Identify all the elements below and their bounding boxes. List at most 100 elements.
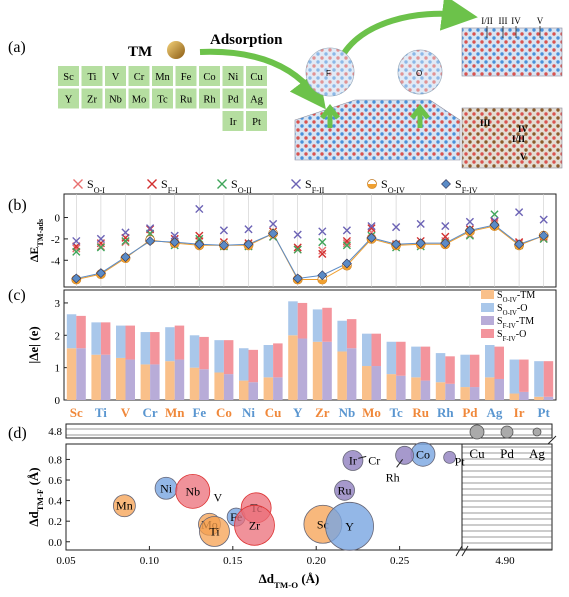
inset-bubble-Ag [532,427,542,437]
inset-bubble-Pd [500,425,514,439]
panel-d-ytick-label: 0.8 [48,454,62,466]
legend-label-o4: SO-IV [381,177,405,195]
element-label-V: V [121,405,131,420]
tm-label: TM [128,44,152,60]
panel-b-point-o2 [72,247,81,256]
bubble-label-Co: Co [416,447,430,461]
panel-b-point-f4 [218,240,229,251]
bar-sf4-o [248,349,258,383]
bar-sf4-tm [297,338,308,400]
panel-b-point-f2 [121,228,130,237]
table-cell-Ti [81,66,103,86]
bubble-label-Mn: Mn [116,499,133,513]
panel-c-legend-swatch [481,316,494,325]
panel-b-point-f2 [269,219,278,229]
panel-d-top-strip [65,423,553,439]
panel-b-point-f4 [120,252,131,262]
panel-d: (d) 0.05 0.10 0.15 0.20 0.25 4.90 0.0 0.2 0.4 0.6… [8,423,557,590]
bar-sf4-o [100,322,111,355]
table-cell-Co [199,66,220,86]
bar-so4-o [165,327,175,362]
element-label-Ru: Ru [412,405,429,420]
panel-b-point-f2 [170,231,179,240]
table-cell-Ir [222,111,244,131]
panel-b-point-o2 [96,243,105,252]
side-view-arrow [337,0,478,62]
panel-b-point-f4 [538,230,549,241]
bar-sf4-tm [371,366,381,400]
table-cell-label-V: V [112,72,120,83]
panel-d-xtick-label: 0.05 [56,555,76,567]
bar-so4-o [534,361,544,397]
inset-label-Ag: Ag [529,446,545,461]
bar-so4-tm [460,387,470,400]
panel-b-point-f2 [342,226,351,235]
site-f-label: F [326,69,331,78]
panel-b-point-f1 [195,231,204,240]
element-label-Mo: Mo [362,405,381,420]
bubble-label-Ru: Ru [338,483,352,497]
bar-sf4-tm [174,359,185,400]
bubble-Ru [334,479,355,501]
bar-so4-o [288,301,298,336]
element-label-Ni: Ni [242,405,255,420]
bar-so4-tm [288,335,298,400]
bar-sf4-tm [469,387,480,400]
panel-c-x-labels: Sc Ti V Cr Mn Fe Co Ni Cu Y Zr Nb Mo Tc Ru Rh Pd Ag Ir Pt [70,405,551,420]
bar-sf4-tm [445,383,455,400]
bar-sf4-tm [76,348,86,400]
element-label-Ag: Ag [487,405,503,420]
layer-label-2: IV [511,16,521,26]
panel-b-point-f4 [341,258,352,269]
bar-so4-tm [386,374,397,400]
panel-b-point-f4 [440,238,451,249]
bar-sf4-o [150,332,160,365]
panel-c: (c) 0 1 2 3 |Δe| (e) SO-IV-TMSO-IV-OSF-IV-TM… [8,287,557,420]
legend-label-f2: SF-II [305,177,325,195]
bar-so4-tm [411,377,421,400]
bar-sf4-o [445,356,455,384]
layer-label-3: V [537,16,544,26]
bar-sf4-tm [150,364,160,400]
bar-sf4-tm [199,369,209,400]
bar-sf4-tm [322,341,332,400]
panel-b-point-f4 [243,239,254,250]
element-label-Nb: Nb [339,405,356,420]
bar-so4-tm [140,364,151,400]
panel-a: (a) TM Adsorption Sc Ti V Cr Mn Fe Co Ni Cu Y Zr Nb… [8,0,563,169]
side-label-3: V [520,152,527,162]
table-cell-label-Rh: Rh [203,95,216,106]
bar-sf4-o [494,346,504,379]
panel-b-point-f2 [539,215,548,224]
layer-label-1: III [499,16,508,26]
table-cell-Ni [222,66,244,86]
bar-so4-tm [534,396,544,400]
bar-so4-o [312,309,323,342]
bubble-label-Rh: Rh [386,470,400,484]
table-cell-Ru [175,88,197,109]
bubble-label-Ir: Ir [349,453,357,467]
bubble-label-Cr: Cr [368,453,380,467]
bar-so4-tm [189,367,200,400]
element-label-Cu: Cu [265,405,282,420]
bubble-label-Nb: Nb [185,484,200,498]
panel-b-point-f4 [514,239,525,250]
panel-d-ytick-label: 0.6 [48,475,62,487]
panel-d-xlabel: ΔdTM-O (Å) [259,571,320,590]
bar-sf4-o [346,319,357,349]
table-cell-label-Tc: Tc [157,95,168,106]
side-label-2: I/II [512,134,526,144]
table-cell-Rh [199,88,220,109]
panel-b-point-f1 [441,232,450,241]
panel-b-frame [63,193,557,288]
bar-sf4-o [273,343,283,378]
panel-a-label: (a) [8,39,26,56]
bar-sf4-tm [346,348,357,400]
table-cell-label-Sc: Sc [63,72,74,83]
table-cell-Y [58,88,79,109]
panel-c-legend-label: SF-IV-O [497,329,526,343]
panel-b-point-f4 [194,239,205,250]
panel-b-point-f4 [169,237,180,248]
bar-sf4-o [297,302,308,339]
panel-c-frame [63,289,557,401]
